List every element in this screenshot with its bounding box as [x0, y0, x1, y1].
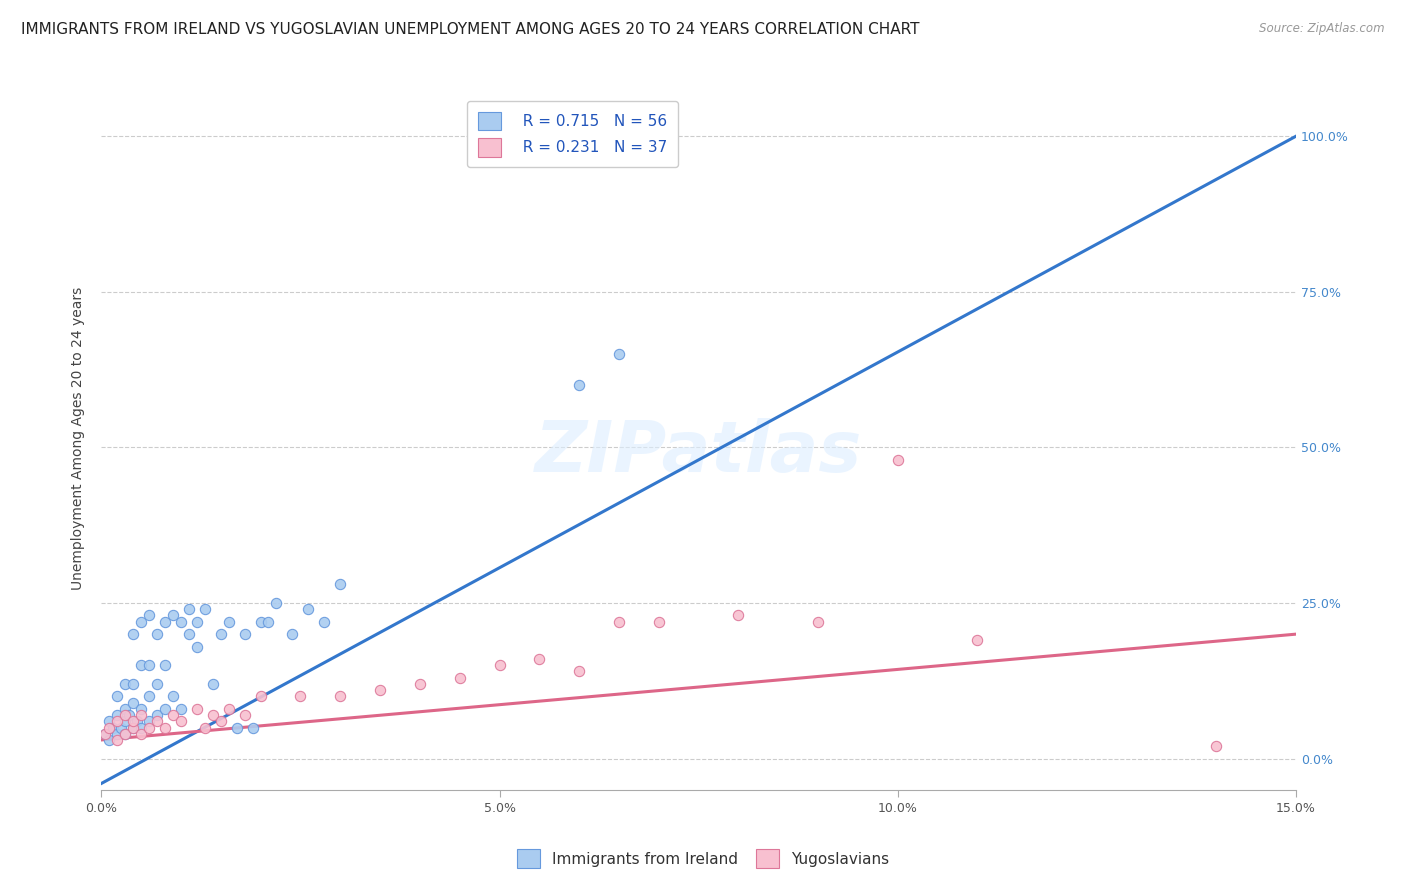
Point: [329, 690, 352, 704]
Point: [568, 665, 591, 679]
Point: [177, 627, 200, 641]
Point: [529, 652, 551, 666]
Point: [122, 677, 145, 691]
Point: [233, 708, 256, 723]
Point: [105, 714, 128, 729]
Point: [129, 615, 152, 629]
Point: [170, 615, 193, 629]
Point: [162, 608, 184, 623]
Point: [146, 708, 169, 723]
Point: [129, 727, 152, 741]
Point: [153, 615, 176, 629]
Point: [114, 714, 136, 729]
Point: [105, 733, 128, 747]
Point: [177, 602, 200, 616]
Text: ZIPatlas: ZIPatlas: [534, 417, 862, 487]
Point: [170, 714, 193, 729]
Point: [122, 721, 145, 735]
Point: [290, 690, 312, 704]
Point: [138, 714, 160, 729]
Point: [110, 721, 132, 735]
Point: [122, 696, 145, 710]
Point: [607, 347, 630, 361]
Point: [201, 708, 224, 723]
Y-axis label: Unemployment Among Ages 20 to 24 years: Unemployment Among Ages 20 to 24 years: [72, 286, 86, 590]
Point: [242, 721, 264, 735]
Point: [194, 602, 217, 616]
Point: [122, 714, 145, 729]
Point: [186, 702, 208, 716]
Point: [409, 677, 432, 691]
Point: [249, 690, 271, 704]
Point: [249, 615, 271, 629]
Legend: Immigrants from Ireland, Yugoslavians: Immigrants from Ireland, Yugoslavians: [509, 841, 897, 875]
Point: [101, 721, 124, 735]
Point: [122, 721, 145, 735]
Point: [162, 708, 184, 723]
Point: [488, 658, 510, 673]
Point: [94, 727, 117, 741]
Point: [194, 721, 217, 735]
Point: [94, 727, 117, 741]
Point: [887, 453, 910, 467]
Point: [146, 714, 169, 729]
Point: [98, 733, 121, 747]
Point: [218, 702, 240, 716]
Point: [105, 690, 128, 704]
Point: [153, 702, 176, 716]
Point: [138, 608, 160, 623]
Text: Source: ZipAtlas.com: Source: ZipAtlas.com: [1260, 22, 1385, 36]
Point: [966, 633, 988, 648]
Point: [114, 677, 136, 691]
Point: [233, 627, 256, 641]
Point: [146, 627, 169, 641]
Point: [170, 702, 193, 716]
Point: [138, 721, 160, 735]
Point: [98, 721, 121, 735]
Point: [201, 677, 224, 691]
Point: [266, 596, 288, 610]
Point: [727, 608, 749, 623]
Point: [125, 714, 148, 729]
Point: [98, 714, 121, 729]
Point: [186, 615, 208, 629]
Point: [607, 615, 630, 629]
Point: [153, 721, 176, 735]
Point: [138, 690, 160, 704]
Point: [129, 721, 152, 735]
Point: [449, 671, 471, 685]
Point: [129, 702, 152, 716]
Text: IMMIGRANTS FROM IRELAND VS YUGOSLAVIAN UNEMPLOYMENT AMONG AGES 20 TO 24 YEARS CO: IMMIGRANTS FROM IRELAND VS YUGOSLAVIAN U…: [21, 22, 920, 37]
Point: [329, 577, 352, 591]
Point: [648, 615, 671, 629]
Point: [568, 378, 591, 392]
Point: [146, 677, 169, 691]
Point: [118, 708, 141, 723]
Point: [138, 658, 160, 673]
Point: [807, 615, 830, 629]
Point: [153, 658, 176, 673]
Point: [209, 714, 232, 729]
Point: [281, 627, 304, 641]
Point: [114, 727, 136, 741]
Point: [105, 727, 128, 741]
Point: [122, 627, 145, 641]
Point: [257, 615, 280, 629]
Point: [297, 602, 319, 616]
Legend:   R = 0.715   N = 56,   R = 0.231   N = 37: R = 0.715 N = 56, R = 0.231 N = 37: [467, 101, 678, 168]
Point: [1205, 739, 1227, 754]
Point: [129, 658, 152, 673]
Point: [225, 721, 247, 735]
Point: [129, 708, 152, 723]
Point: [368, 683, 391, 698]
Point: [114, 727, 136, 741]
Point: [162, 690, 184, 704]
Point: [218, 615, 240, 629]
Point: [314, 615, 336, 629]
Point: [114, 702, 136, 716]
Point: [186, 640, 208, 654]
Point: [114, 708, 136, 723]
Point: [105, 708, 128, 723]
Point: [209, 627, 232, 641]
